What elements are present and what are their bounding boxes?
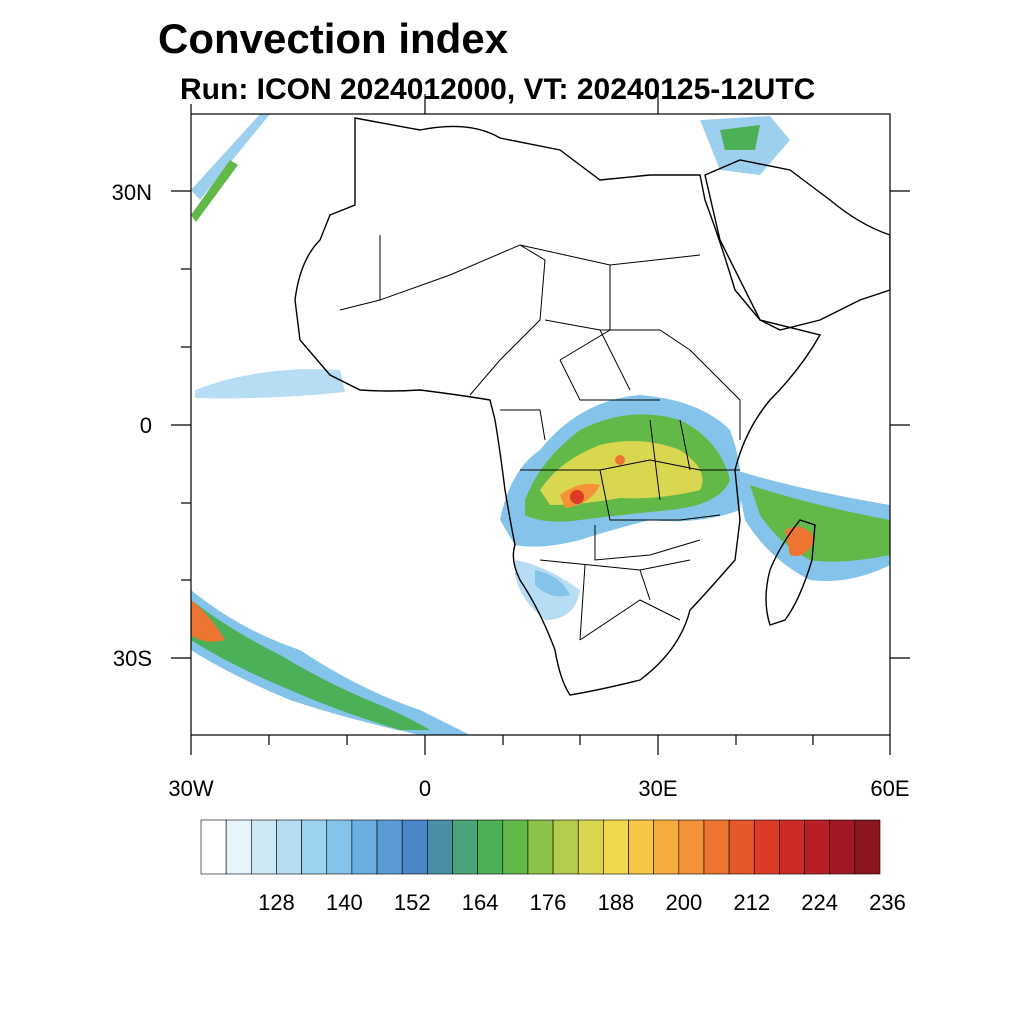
colorbar-box: [678, 819, 705, 875]
colorbar-label: 152: [393, 890, 431, 915]
field-sw-band-core: [191, 600, 430, 730]
colorbar-box: [577, 819, 604, 875]
country-borders: [339, 235, 741, 641]
colorbar-label: 224: [801, 890, 838, 915]
madagascar-coastline: [765, 519, 816, 626]
colorbar-box: [854, 819, 881, 875]
colorbar-box: [728, 819, 755, 875]
colorbar-box: [804, 819, 831, 875]
colorbar-box: [301, 819, 328, 875]
colorbar-box: [779, 819, 805, 875]
field-nw-streak: [191, 114, 270, 200]
colorbar-label: 140: [325, 890, 363, 915]
arabia-coastline: [704, 159, 890, 331]
field-hotspot-1: [570, 490, 584, 504]
colorbar-box: [452, 819, 478, 875]
field-mideast-core: [720, 125, 760, 150]
xtick-30e: 30E: [638, 776, 678, 801]
map-title: Convection index: [158, 15, 509, 62]
colorbar-label: 212: [733, 890, 771, 915]
field-madagascar-hot: [785, 526, 815, 556]
colorbar: [200, 819, 881, 875]
coastlines: [294, 117, 890, 696]
colorbar-box: [628, 819, 654, 875]
colorbar-label: 128: [258, 890, 295, 915]
field-namibia-core: [535, 570, 570, 597]
xtick-60e: 60E: [870, 776, 910, 801]
field-nw-streak-core: [191, 160, 238, 222]
field-hotspot-2: [615, 455, 625, 465]
colorbar-box: [276, 819, 302, 875]
ytick-30s: 30S: [112, 646, 152, 671]
colorbar-box: [603, 819, 629, 875]
colorbar-box: [376, 819, 403, 875]
plot-frame: [190, 113, 891, 736]
colorbar-box: [351, 819, 378, 875]
field-atlantic-band: [195, 369, 345, 399]
colorbar-box: [326, 819, 353, 875]
colorbar-box: [401, 819, 428, 875]
map-subtitle: Run: ICON 2024012000, VT: 20240125-12UTC: [180, 73, 816, 106]
colorbar-box: [527, 819, 554, 875]
tick-marks: [171, 94, 910, 755]
colorbar-box: [225, 819, 252, 875]
colorbar-box: [753, 819, 780, 875]
field-sw-band-hot: [191, 600, 225, 642]
colorbar-box: [477, 819, 504, 875]
colorbar-label: 164: [461, 890, 499, 915]
convection-field: [191, 114, 890, 735]
africa-coastline: [294, 117, 822, 696]
colorbar-box: [427, 819, 453, 875]
colorbar-box: [200, 819, 227, 875]
colorbar-box: [703, 819, 730, 875]
xtick-30w: 30W: [168, 776, 214, 801]
ytick-30n: 30N: [111, 180, 152, 205]
field-indian-ocean-core: [750, 485, 890, 562]
colorbar-box: [250, 819, 277, 875]
colorbar-box: [552, 819, 579, 875]
colorbar-label: 188: [597, 890, 635, 915]
colorbar-label: 236: [869, 890, 906, 915]
ytick-0: 0: [139, 413, 152, 438]
colorbar-box: [829, 819, 856, 875]
colorbar-label: 200: [665, 890, 703, 915]
colorbar-box: [653, 819, 680, 875]
colorbar-box: [502, 819, 529, 875]
colorbar-label: 176: [529, 890, 567, 915]
xtick-0: 0: [418, 776, 432, 801]
